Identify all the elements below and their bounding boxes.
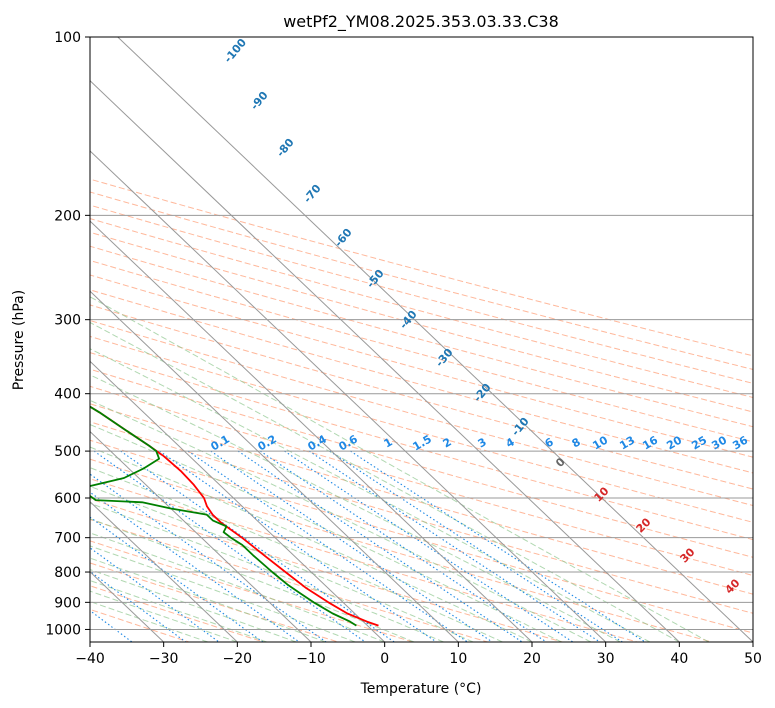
mixing-ratio-line xyxy=(90,491,300,642)
dry-adiabat-line xyxy=(90,191,753,370)
pressure-gridlines xyxy=(90,37,753,630)
x-tick-label: −10 xyxy=(296,651,326,667)
dry-adiabat-line xyxy=(90,319,753,506)
x-tick-label: −20 xyxy=(223,651,253,667)
y-tick-label: 300 xyxy=(54,313,81,329)
y-tick-label: 500 xyxy=(54,444,81,460)
isotherm-line xyxy=(90,80,680,642)
dry-adiabat-line xyxy=(90,478,638,642)
x-tick-label: −40 xyxy=(75,651,105,667)
mixing-ratio-line xyxy=(308,450,601,642)
isotherm-line xyxy=(90,290,459,642)
y-axis-label: Pressure (hPa) xyxy=(11,290,27,390)
x-tick-label: 10 xyxy=(449,651,467,667)
isotherm-line xyxy=(90,220,533,642)
isotherm-line xyxy=(90,150,607,642)
moist-adiabat-line xyxy=(90,485,474,642)
moist-adiabat-line xyxy=(90,518,415,642)
mixing-ratio-line xyxy=(259,450,547,642)
dry-adiabat-line xyxy=(90,458,712,642)
isotherm-line xyxy=(90,360,386,642)
mixing-ratio-line xyxy=(187,450,468,642)
dry-adiabat-line xyxy=(90,274,753,458)
dry-adiabat-line xyxy=(90,498,563,642)
dry-adiabat-line xyxy=(90,403,753,595)
dry-adiabat-line xyxy=(90,421,753,614)
dry-adiabats xyxy=(90,178,753,642)
moist-adiabat-line xyxy=(90,348,651,642)
y-tick-label: 700 xyxy=(54,531,81,547)
moist-adiabat-line xyxy=(90,399,592,642)
x-axis-label: Temperature (°C) xyxy=(360,681,482,697)
moist-adiabats xyxy=(90,296,710,642)
moist-adiabat-line xyxy=(90,532,385,642)
moist-adiabat-line xyxy=(90,321,680,642)
moist-adiabat-line xyxy=(90,424,562,642)
isotherm-line xyxy=(90,430,312,642)
y-tick-label: 100 xyxy=(54,30,81,46)
y-tick-label: 900 xyxy=(54,595,81,611)
moist-adiabat-line xyxy=(90,467,503,642)
x-axis-ticks: −40 −30 −20 −10 0 10 20 30 40 50 xyxy=(75,642,762,667)
dry-adiabat-line xyxy=(90,178,753,357)
plot-frame xyxy=(89,36,754,643)
dewpoint-profile-line xyxy=(90,405,357,627)
dry-adiabat-line xyxy=(90,231,753,413)
dry-adiabat-line xyxy=(90,335,753,523)
isotherm-line xyxy=(117,37,753,642)
y-tick-label: 200 xyxy=(54,208,81,224)
mixing-ratio-line xyxy=(90,473,327,642)
dry-adiabat-line xyxy=(90,368,753,558)
isotherms xyxy=(90,37,753,642)
y-tick-label: 800 xyxy=(54,565,81,581)
dry-adiabat-line xyxy=(90,439,753,634)
moist-adiabat-line xyxy=(90,569,297,642)
dry-adiabat-line xyxy=(90,518,488,642)
plot-area: 0.1 0.2 0.4 0.6 1 1.5 2 3 4 6 8 10 13 16 20 25 30 36-100-… xyxy=(90,37,753,642)
y-tick-label: 400 xyxy=(54,387,81,403)
x-tick-label: 50 xyxy=(744,651,762,667)
x-tick-label: 0 xyxy=(380,651,389,667)
x-tick-label: 40 xyxy=(670,651,688,667)
x-tick-label: 30 xyxy=(597,651,615,667)
mixing-ratio-line xyxy=(237,450,523,642)
x-tick-label: 20 xyxy=(523,651,541,667)
y-tick-label: 1000 xyxy=(45,622,81,638)
isotherm-line xyxy=(90,500,238,642)
moist-adiabat-line xyxy=(90,557,326,642)
chart-title: wetPf2_YM08.2025.353.03.33.C38 xyxy=(283,12,559,32)
series-lines xyxy=(90,405,379,627)
dry-adiabat-line xyxy=(90,245,753,428)
moist-adiabat-line xyxy=(90,580,267,642)
moist-adiabat-line xyxy=(90,296,710,642)
y-axis-ticks: 100 200 300 400 500 600 700 800 900 1000 xyxy=(45,30,90,638)
y-tick-label: 600 xyxy=(54,491,81,507)
mixing-ratio-line xyxy=(90,570,187,642)
mixing-ratio-line xyxy=(90,516,264,642)
moist-adiabat-line xyxy=(90,374,621,642)
moist-adiabat-line xyxy=(90,502,444,642)
x-tick-label: −30 xyxy=(149,651,179,667)
